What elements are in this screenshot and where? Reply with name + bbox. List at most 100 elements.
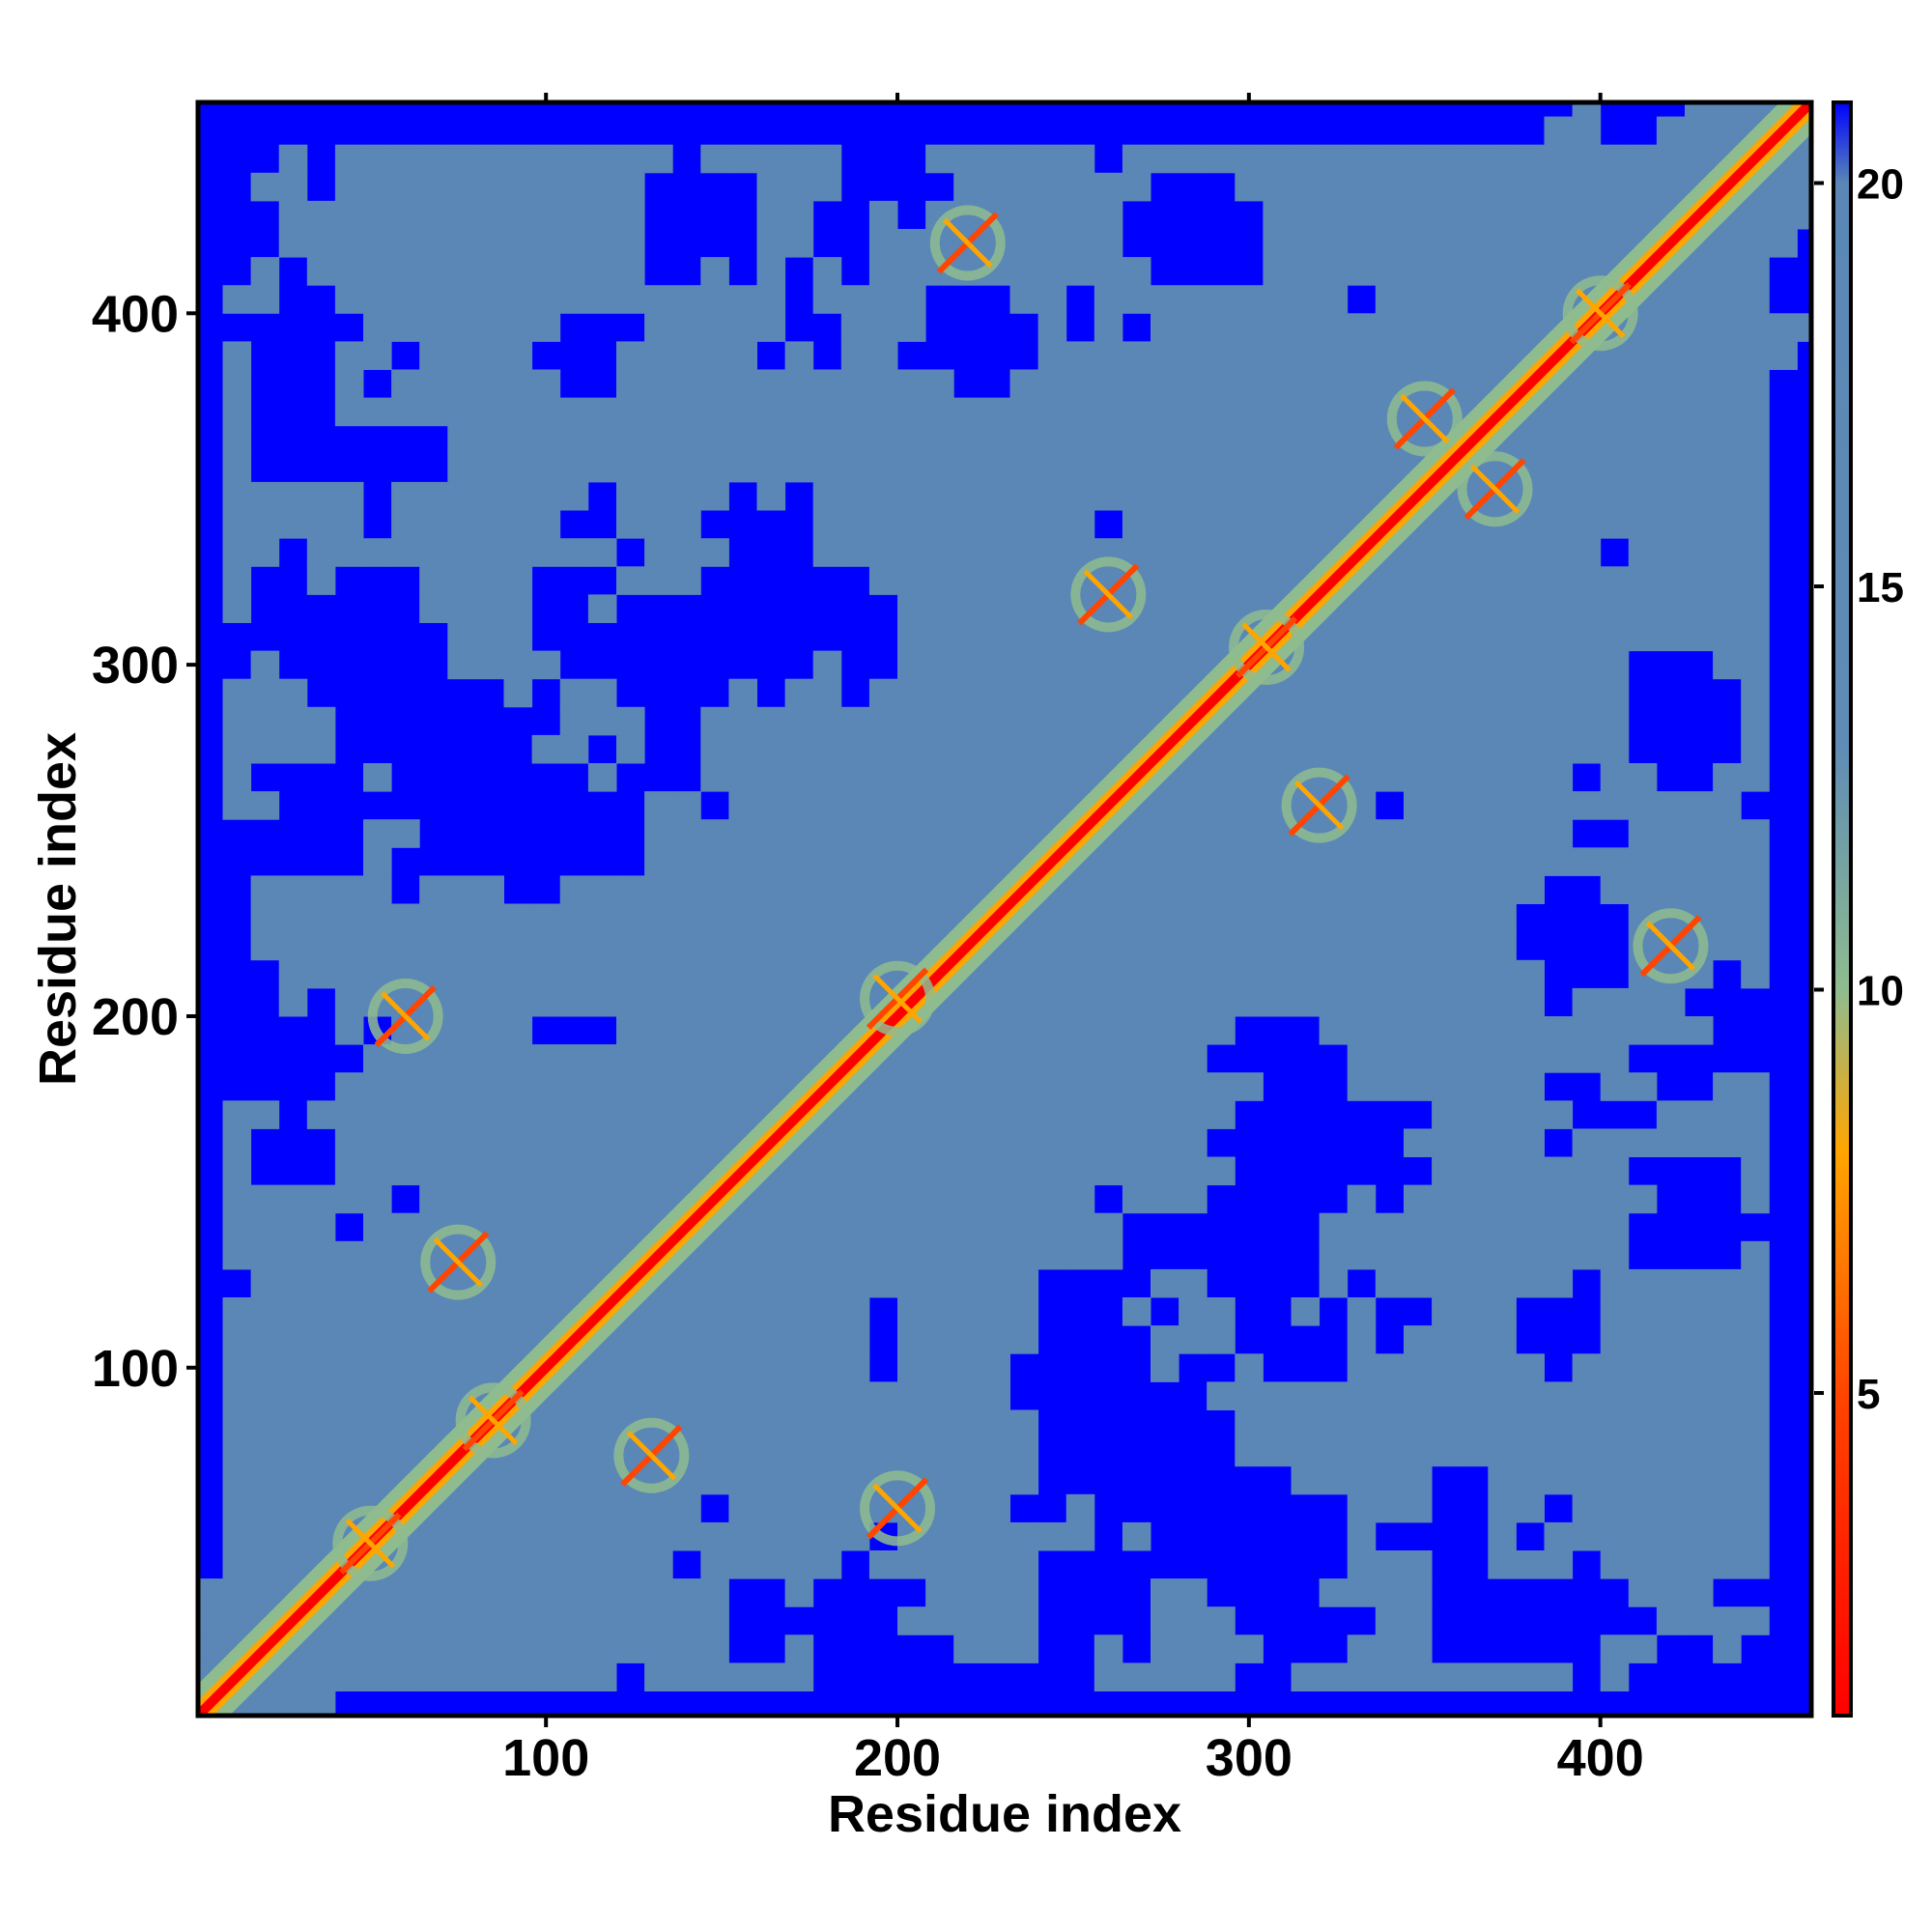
- heatmap-cell: [728, 1072, 757, 1101]
- heatmap-cell: [1628, 1353, 1658, 1382]
- heatmap-cell: [981, 397, 1010, 427]
- heatmap-cell: [1460, 1325, 1489, 1354]
- heatmap-cell: [644, 1578, 673, 1607]
- heatmap-cell: [925, 903, 954, 933]
- heatmap-cell: [1516, 285, 1545, 314]
- heatmap-cell: [1460, 1409, 1489, 1439]
- heatmap-cell: [1404, 875, 1433, 904]
- heatmap-cell: [1375, 875, 1405, 904]
- heatmap-cell: [1094, 1072, 1123, 1101]
- heatmap-cell: [1207, 791, 1236, 820]
- heatmap-cell: [1037, 172, 1067, 202]
- heatmap-cell: [728, 341, 757, 370]
- heatmap-cell: [1235, 425, 1264, 455]
- heatmap-cell: [1375, 1578, 1405, 1607]
- heatmap-cell: [1432, 875, 1461, 904]
- heatmap-cell: [1179, 144, 1208, 174]
- heatmap-cell: [447, 1521, 476, 1551]
- heatmap-cell: [1488, 313, 1517, 342]
- heatmap-cell: [897, 1100, 926, 1129]
- heatmap-cell: [1488, 200, 1517, 230]
- heatmap-cell: [334, 229, 364, 258]
- heatmap-cell: [1037, 1044, 1067, 1073]
- heatmap-cell: [1179, 1156, 1208, 1186]
- heatmap-cell: [1009, 1100, 1039, 1129]
- heatmap-cell: [840, 538, 870, 567]
- heatmap-cell: [334, 931, 364, 961]
- heatmap-cell: [1685, 1578, 1714, 1607]
- heatmap-cell: [1741, 959, 1770, 989]
- heatmap-cell: [447, 1297, 476, 1326]
- heatmap-cell: [391, 1016, 420, 1045]
- heatmap-cell: [1741, 678, 1770, 708]
- heatmap-cell: [756, 200, 786, 230]
- heatmap-cell: [1291, 734, 1321, 764]
- heatmap-cell: [503, 341, 533, 370]
- contact-halo-9: [929, 205, 1006, 281]
- heatmap-cell: [1179, 1325, 1208, 1354]
- heatmap-cell: [840, 1128, 870, 1157]
- heatmap-cell: [1516, 1100, 1545, 1129]
- heatmap-cell: [250, 481, 280, 511]
- heatmap-cell: [250, 1550, 280, 1579]
- heatmap-cell: [700, 931, 729, 961]
- heatmap-cell: [1600, 678, 1630, 708]
- heatmap-cell: [925, 763, 954, 792]
- heatmap-cell: [1037, 1128, 1067, 1157]
- heatmap-cell: [784, 791, 814, 820]
- heatmap-cell: [1009, 397, 1039, 427]
- heatmap-cell: [1516, 425, 1545, 455]
- heatmap-cell: [306, 959, 336, 989]
- heatmap-cell: [1460, 650, 1489, 680]
- heatmap-cell: [475, 144, 504, 174]
- heatmap-cell: [1151, 1353, 1179, 1382]
- heatmap-cell: [700, 706, 729, 736]
- heatmap-cell: [1628, 369, 1658, 399]
- heatmap-cell: [1685, 313, 1714, 342]
- heatmap-cell: [250, 1690, 280, 1716]
- heatmap-cell: [1347, 1016, 1377, 1045]
- heatmap-cell: [503, 566, 533, 595]
- heatmap-cell: [1488, 678, 1517, 708]
- heatmap-cell: [1432, 144, 1461, 174]
- heatmap-cell: [1207, 594, 1236, 623]
- heatmap-cell: [616, 1381, 645, 1410]
- heatmap-cell: [363, 1184, 392, 1214]
- heatmap-cell: [1713, 622, 1742, 652]
- heatmap-cell: [981, 1100, 1010, 1129]
- heatmap-cell: [1628, 622, 1658, 652]
- heatmap-cell: [1375, 650, 1405, 680]
- heatmap-cell: [1685, 875, 1714, 904]
- heatmap-cell: [1544, 1044, 1574, 1073]
- heatmap-cell: [756, 453, 786, 483]
- heatmap-cell: [1656, 1016, 1686, 1045]
- heatmap-cell: [1713, 903, 1742, 933]
- heatmap-cell: [700, 1016, 729, 1045]
- heatmap-cell: [897, 1297, 926, 1326]
- heatmap-cell: [1009, 1465, 1039, 1495]
- heatmap-cell: [953, 1634, 982, 1663]
- heatmap-cell: [756, 1493, 786, 1523]
- heatmap-cell: [1713, 1268, 1742, 1298]
- heatmap-cell: [812, 1184, 842, 1214]
- heatmap-cell: [475, 172, 504, 202]
- heatmap-cell: [1263, 538, 1292, 567]
- heatmap-cell: [644, 538, 673, 567]
- heatmap-cell: [1037, 144, 1067, 174]
- heatmap-cell: [981, 425, 1010, 455]
- heatmap-cell: [1291, 931, 1321, 961]
- heatmap-cell: [1460, 1156, 1489, 1186]
- heatmap-cell: [1628, 1297, 1658, 1326]
- heatmap-cell: [953, 847, 982, 876]
- heatmap-cell: [447, 1128, 476, 1157]
- heatmap-cell: [419, 1128, 448, 1157]
- heatmap-cell: [1037, 538, 1067, 567]
- heatmap-cell: [1488, 144, 1517, 174]
- heatmap-cell: [1656, 1606, 1686, 1635]
- heatmap-cell: [644, 453, 673, 483]
- heatmap-cell: [981, 1493, 1010, 1523]
- heatmap-cell: [1488, 594, 1517, 623]
- heatmap-cell: [784, 1156, 814, 1186]
- heatmap-cell: [475, 369, 504, 399]
- heatmap-cell: [812, 903, 842, 933]
